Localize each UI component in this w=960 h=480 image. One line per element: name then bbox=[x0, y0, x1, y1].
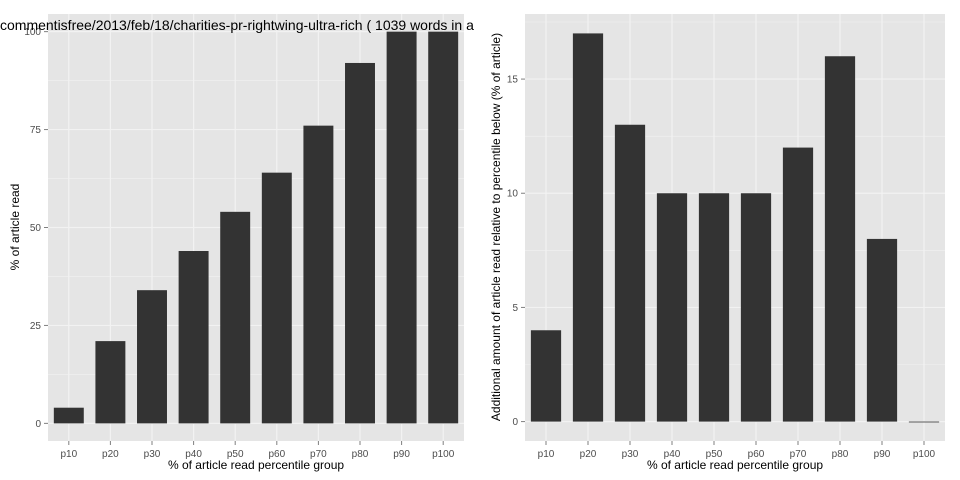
chart-title: commentisfree/2013/feb/18/charities-pr-r… bbox=[0, 17, 474, 33]
additional-read-chart: 0 5 10 15 p10 p20 p30 p40 p50 p60 p70 p80 p90 p100 % o… bbox=[489, 14, 945, 472]
bar-p80 bbox=[824, 56, 856, 422]
bar-p100 bbox=[908, 421, 940, 423]
bar-p40 bbox=[656, 193, 688, 422]
bar-p30 bbox=[614, 124, 646, 422]
bar-p60 bbox=[261, 172, 292, 424]
x-tick-label: p100 bbox=[913, 449, 936, 460]
x-tick-label: p80 bbox=[352, 449, 369, 460]
x-tick-label: p70 bbox=[310, 449, 327, 460]
y-tick-label: 5 bbox=[512, 303, 518, 314]
x-tick-label: p70 bbox=[790, 449, 807, 460]
y-axis-title: % of article read bbox=[8, 184, 22, 271]
bar-p20 bbox=[572, 33, 604, 422]
bar-p70 bbox=[303, 125, 334, 424]
y-tick-label: 100 bbox=[24, 27, 41, 38]
x-tick-label: p90 bbox=[874, 449, 891, 460]
x-tick-label: p30 bbox=[622, 449, 639, 460]
x-tick-label: p30 bbox=[144, 449, 161, 460]
y-tick-label: 75 bbox=[30, 125, 42, 136]
y-tick-label: 25 bbox=[30, 321, 42, 332]
x-tick-label: p100 bbox=[432, 449, 455, 460]
bar-p50 bbox=[220, 211, 251, 424]
y-tick-label: 50 bbox=[30, 223, 42, 234]
x-tick-label: p10 bbox=[60, 449, 77, 460]
x-axis-title: % of article read percentile group bbox=[168, 458, 344, 472]
bar-p80 bbox=[345, 62, 375, 424]
x-tick-label: p40 bbox=[185, 449, 202, 460]
x-axis-title: % of article read percentile group bbox=[647, 458, 823, 472]
y-tick-label: 0 bbox=[35, 419, 41, 430]
bar-p40 bbox=[178, 251, 209, 424]
x-tick-label: p90 bbox=[393, 449, 410, 460]
x-tick-label: p10 bbox=[538, 449, 555, 460]
bar-p60 bbox=[740, 193, 772, 422]
bar-p20 bbox=[95, 341, 126, 424]
x-tick-label: p80 bbox=[832, 449, 849, 460]
y-tick-label: 15 bbox=[507, 75, 519, 86]
y-tick-label: 0 bbox=[512, 417, 518, 428]
x-tick-label: p20 bbox=[102, 449, 119, 460]
x-tick-label: p60 bbox=[268, 449, 285, 460]
y-axis-title: Additional amount of article read relati… bbox=[489, 33, 503, 421]
x-tick-label: p20 bbox=[580, 449, 597, 460]
cumulative-read-chart: 0 25 50 75 100 p10 p20 p30 p40 p50 p60 p70 p80 p90 p10… bbox=[0, 14, 474, 472]
y-tick-label: 10 bbox=[507, 189, 519, 200]
x-tick-label: p50 bbox=[706, 449, 723, 460]
bar-p70 bbox=[782, 147, 814, 422]
bar-p50 bbox=[698, 193, 730, 422]
bar-p10 bbox=[53, 407, 84, 424]
x-tick-label: p60 bbox=[748, 449, 765, 460]
bar-p90 bbox=[866, 238, 898, 422]
bar-p100 bbox=[428, 31, 459, 424]
bar-p10 bbox=[530, 330, 562, 422]
x-tick-label: p40 bbox=[664, 449, 681, 460]
bar-p30 bbox=[137, 290, 167, 424]
bar-p90 bbox=[386, 31, 417, 424]
x-tick-label: p50 bbox=[227, 449, 244, 460]
